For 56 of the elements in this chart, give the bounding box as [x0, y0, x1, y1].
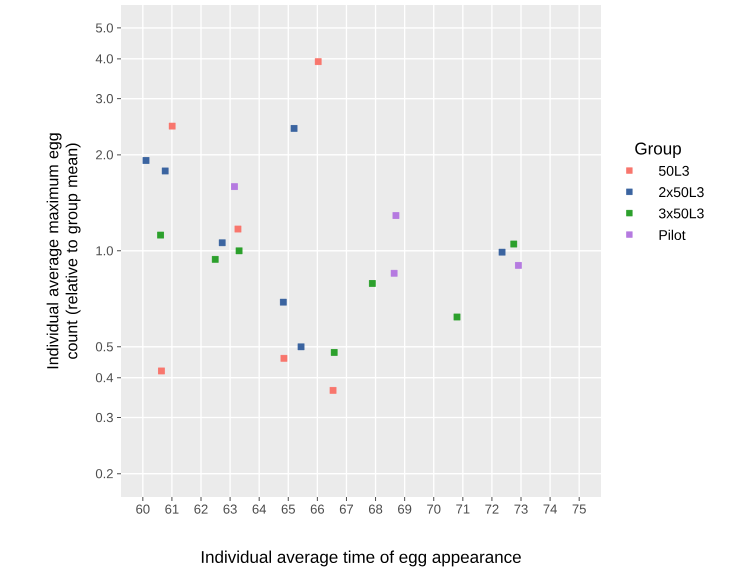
point — [514, 262, 522, 269]
point — [290, 125, 298, 132]
legend-label: 3x50L3 — [658, 208, 704, 218]
x-axis-title: Individual average time of egg appearance — [202, 550, 521, 566]
point — [212, 256, 219, 263]
point — [498, 248, 506, 256]
point — [392, 212, 400, 219]
x-tick-label: 69 — [398, 504, 412, 514]
x-tick-label: 64 — [252, 504, 266, 514]
y-tick-label: 2.0 — [96, 150, 113, 160]
point — [158, 368, 165, 374]
x-tick-label: 62 — [194, 504, 208, 514]
point — [390, 270, 398, 277]
x-tick-label: 74 — [544, 504, 557, 514]
legend-label: Pilot — [660, 230, 686, 240]
point — [330, 386, 336, 394]
point — [280, 298, 287, 306]
y-axis-title: Individual average maximum egg count (relative to group mean) — [46, 133, 81, 368]
point — [218, 239, 226, 246]
point — [368, 280, 376, 287]
y-tick-label: 0.2 — [96, 469, 113, 478]
x-tick-label: 73 — [514, 504, 528, 514]
x-tick-label: 63 — [224, 504, 237, 514]
point — [234, 226, 242, 232]
y-tick-label: 0.3 — [96, 412, 113, 422]
x-tick-label: 75 — [572, 504, 586, 514]
point — [236, 247, 243, 254]
y-tick-label: 1.0 — [96, 246, 113, 256]
legend-title: Group — [635, 142, 681, 158]
point — [298, 343, 304, 350]
point — [231, 183, 238, 190]
y-tick-label: 3.0 — [96, 94, 113, 104]
point — [280, 354, 288, 362]
point — [510, 240, 518, 248]
x-tick-label: 65 — [282, 504, 295, 514]
y-tick-label: 0.5 — [96, 342, 113, 352]
x-tick-label: 70 — [427, 504, 440, 514]
point — [454, 314, 460, 320]
x-tick-label: 72 — [485, 504, 498, 514]
point — [157, 232, 164, 239]
x-tick-label: 71 — [456, 504, 470, 514]
point — [162, 168, 169, 174]
point — [142, 157, 150, 164]
x-tick-label: 68 — [368, 504, 382, 514]
x-tick-label: 60 — [136, 504, 150, 514]
point — [314, 58, 322, 66]
y-tick-label: 0.4 — [96, 373, 114, 382]
legend-label: 2x50L3 — [659, 187, 704, 198]
legend-label: 50L3 — [658, 166, 689, 176]
y-tick-label: 5.0 — [96, 23, 113, 33]
y-tick-label: 4.0 — [96, 54, 113, 64]
x-tick-label: 67 — [340, 504, 354, 514]
x-tick-label: 61 — [165, 504, 179, 514]
point — [168, 122, 176, 130]
x-tick-label: 66 — [310, 504, 324, 514]
point — [330, 349, 338, 356]
